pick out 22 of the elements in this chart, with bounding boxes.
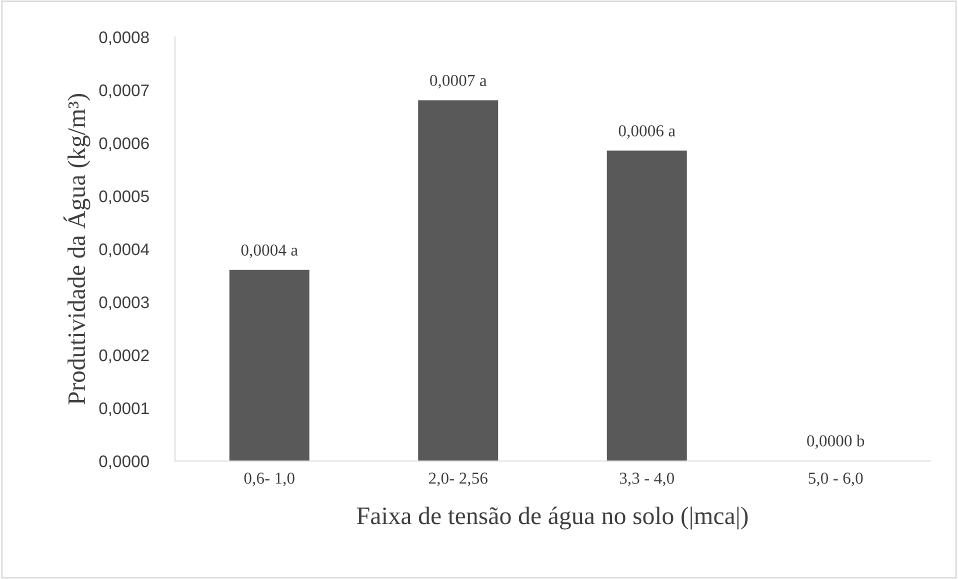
- data-label: 0,0007 a: [430, 74, 487, 88]
- bar: [418, 100, 498, 461]
- x-tick-label: 5,0 - 6,0: [808, 472, 863, 486]
- y-tick-label: 0,0006: [99, 137, 149, 152]
- y-tick-label: 0,0004: [99, 243, 150, 258]
- data-label: 0,0006 a: [618, 125, 676, 139]
- data-label: 0,0000 b: [807, 434, 864, 449]
- x-tick-label: 0,6- 1,0: [244, 472, 294, 486]
- y-tick-label: 0,0005: [99, 190, 149, 204]
- x-tick-label: 2,0- 2,56: [429, 472, 488, 486]
- data-label: 0,0004 a: [241, 244, 298, 258]
- y-tick-label: 0,0002: [99, 349, 149, 364]
- bar: [606, 150, 687, 461]
- bar: [229, 270, 310, 461]
- x-axis-title: Faixa de tensão de água no solo (|mca|): [356, 506, 748, 530]
- y-tick-label: 0,0008: [99, 31, 149, 46]
- y-tick-label: 0,0000: [99, 455, 149, 470]
- y-tick-label: 0,0003: [99, 296, 149, 310]
- y-tick-label: 0,0007: [99, 84, 149, 98]
- y-axis-title: Produtividade da Água (kg/m³): [64, 94, 90, 404]
- y-tick-label: 0,0001: [99, 402, 149, 416]
- x-tick-label: 3,3 - 4,0: [620, 472, 674, 486]
